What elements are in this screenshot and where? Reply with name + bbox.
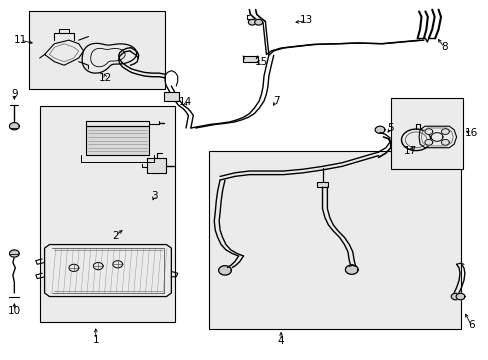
Bar	[316, 182, 328, 187]
Polygon shape	[248, 19, 256, 25]
Text: 17: 17	[403, 146, 416, 156]
Bar	[390, 98, 462, 169]
Polygon shape	[455, 293, 464, 300]
Text: 15: 15	[254, 57, 267, 67]
Polygon shape	[424, 129, 432, 134]
Polygon shape	[374, 126, 384, 133]
Text: 7: 7	[272, 96, 279, 106]
Text: 5: 5	[386, 123, 393, 133]
Text: 3: 3	[151, 191, 157, 201]
Bar	[147, 158, 166, 173]
Text: 4: 4	[277, 336, 284, 346]
Polygon shape	[69, 264, 79, 271]
Text: 14: 14	[178, 97, 191, 107]
Polygon shape	[345, 265, 357, 274]
Bar	[243, 56, 257, 62]
Text: 10: 10	[8, 306, 21, 316]
Bar	[209, 151, 460, 329]
Text: 13: 13	[300, 15, 313, 26]
Text: 11: 11	[14, 35, 27, 45]
Bar	[29, 12, 164, 89]
Polygon shape	[218, 266, 231, 275]
Bar	[86, 126, 149, 155]
Polygon shape	[450, 293, 459, 300]
Text: 2: 2	[112, 231, 119, 240]
Polygon shape	[424, 139, 432, 145]
Bar	[163, 92, 178, 101]
Polygon shape	[254, 19, 262, 25]
Polygon shape	[9, 250, 19, 257]
Polygon shape	[113, 261, 122, 268]
Polygon shape	[93, 262, 103, 270]
Text: 6: 6	[467, 320, 473, 330]
Text: 8: 8	[440, 42, 447, 52]
Polygon shape	[441, 129, 448, 134]
Bar	[40, 107, 175, 321]
Text: 1: 1	[92, 334, 99, 345]
Polygon shape	[9, 123, 19, 130]
Text: 12: 12	[99, 73, 112, 83]
Text: 16: 16	[464, 129, 477, 138]
Polygon shape	[441, 139, 448, 145]
Text: 9: 9	[11, 89, 18, 99]
